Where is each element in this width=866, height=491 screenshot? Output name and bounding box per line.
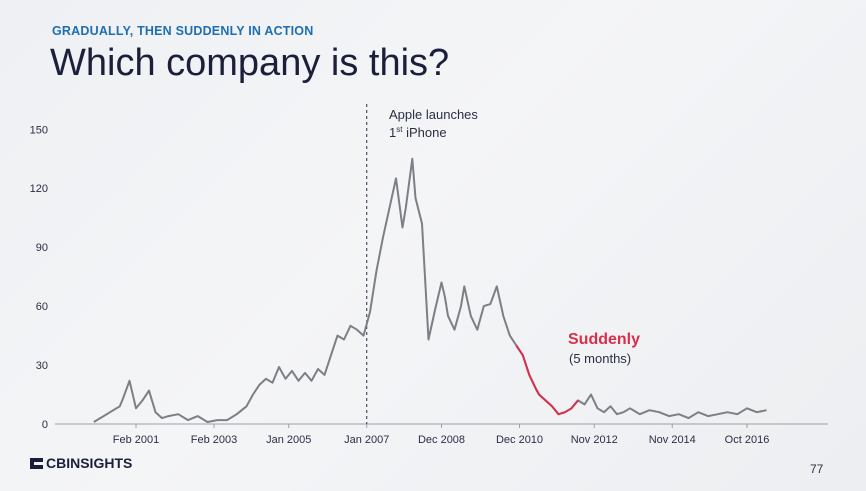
logo-text: CBINSIGHTS	[46, 455, 133, 471]
x-tick-label: Dec 2010	[496, 434, 543, 446]
y-tick-label: 0	[42, 419, 48, 431]
y-tick-label: 60	[36, 301, 48, 313]
x-tick-label: Oct 2016	[725, 434, 770, 446]
slide-kicker: GRADUALLY, THEN SUDDENLY IN ACTION	[52, 24, 314, 38]
x-tick-label: Nov 2014	[649, 434, 696, 446]
x-tick-label: Feb 2001	[113, 434, 159, 446]
slide-title: Which company is this?	[50, 42, 450, 84]
y-axis: 0 30 60 90 120 150	[30, 124, 48, 431]
y-tick-label: 150	[30, 124, 48, 136]
suddenly-label: Suddenly	[568, 331, 640, 348]
x-tick-label: Feb 2003	[191, 434, 237, 446]
data-points	[93, 158, 767, 423]
y-tick-label: 120	[30, 183, 48, 195]
series-line	[93, 157, 767, 423]
x-axis: Feb 2001 Feb 2003 Jan 2005 Jan 2007 Dec 2008…	[113, 424, 770, 446]
iphone-annotation-line1: Apple launches	[389, 107, 478, 122]
cbinsights-logo: CBINSIGHTS	[30, 455, 132, 471]
x-tick-label: Nov 2012	[571, 434, 618, 446]
y-tick-label: 90	[36, 242, 48, 254]
x-tick-label: Dec 2008	[418, 434, 465, 446]
cbinsights-logo-icon	[30, 457, 43, 469]
iphone-annotation-line2: 1st iPhone	[389, 125, 447, 140]
suddenly-sublabel: (5 months)	[569, 351, 631, 366]
suddenly-segment	[515, 344, 579, 416]
x-tick-label: Jan 2007	[344, 434, 389, 446]
y-tick-label: 30	[36, 360, 48, 372]
x-tick-label: Jan 2005	[266, 434, 311, 446]
page-number: 77	[810, 462, 824, 476]
